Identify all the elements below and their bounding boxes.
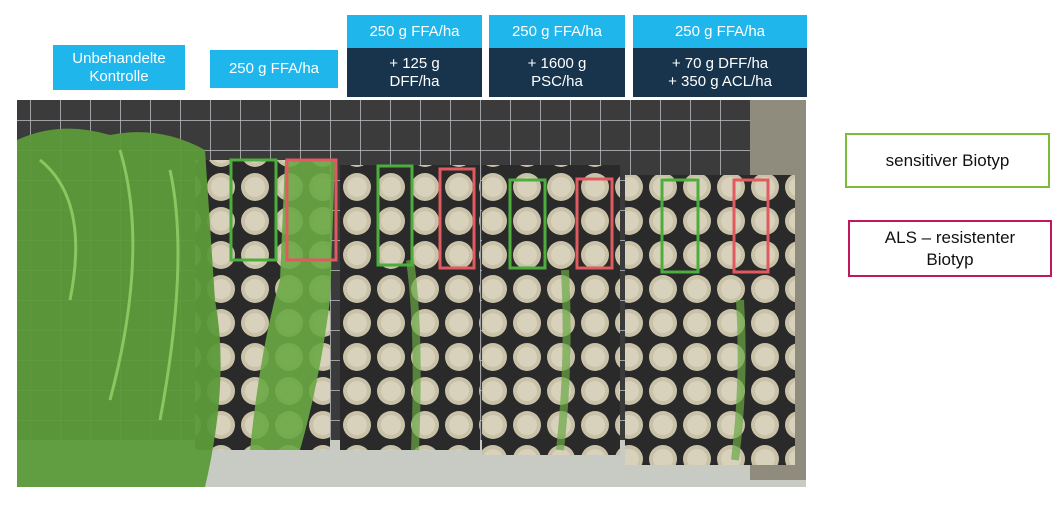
label-line: + 1600 g	[527, 54, 587, 72]
sensitive-frame	[229, 158, 278, 262]
sensitive-frame	[660, 178, 700, 274]
legend-resistant: ALS – resistenter Biotyp	[848, 220, 1052, 277]
treatment-label: Unbehandelte Kontrolle	[53, 45, 185, 90]
label-line: PSC/ha	[531, 72, 583, 90]
legend-text: Biotyp	[926, 249, 974, 269]
resistant-frame	[438, 167, 476, 270]
tray	[340, 165, 480, 450]
label-line: 250 g FFA/ha	[674, 22, 766, 40]
addition-label: + 70 g DFF/ha + 350 g ACL/ha	[633, 48, 807, 97]
treatment-label: 250 g FFA/ha	[633, 15, 807, 48]
addition-label: + 1600 g PSC/ha	[489, 48, 625, 97]
label-line: 250 g FFA/ha	[228, 60, 320, 77]
addition-label: + 125 g DFF/ha	[347, 48, 482, 97]
grass-blades	[39, 149, 180, 421]
treatment-label: 250 g FFA/ha	[489, 15, 625, 48]
legend-text: sensitiver Biotyp	[885, 150, 1010, 170]
sensitive-frame	[376, 164, 414, 267]
grass-blades	[406, 259, 746, 461]
label-line: Kontrolle	[89, 67, 149, 85]
legend-sensitive: sensitiver Biotyp	[845, 133, 1050, 188]
photo	[17, 100, 806, 488]
resistant-frame	[285, 158, 338, 262]
label-line: + 70 g DFF/ha	[671, 54, 769, 72]
label-line: DFF/ha	[389, 72, 440, 90]
resistant-frame	[732, 178, 770, 274]
grass	[17, 128, 221, 488]
label-line: + 125 g	[389, 54, 440, 72]
label-line: Unbehandelte	[72, 49, 166, 67]
resistant-frame	[575, 177, 614, 270]
label-line: 250 g FFA/ha	[511, 22, 603, 40]
tray	[482, 165, 620, 455]
label-line: 250 g FFA/ha	[369, 22, 460, 40]
label-line: + 350 g ACL/ha	[668, 72, 772, 90]
treatment-label: 250 g FFA/ha	[210, 50, 338, 88]
legend-text: ALS – resistenter	[884, 227, 1016, 247]
grass	[250, 160, 335, 450]
sensitive-frame	[508, 178, 547, 270]
treatment-label: 250 g FFA/ha	[347, 15, 482, 48]
biotype-frames	[229, 158, 770, 274]
